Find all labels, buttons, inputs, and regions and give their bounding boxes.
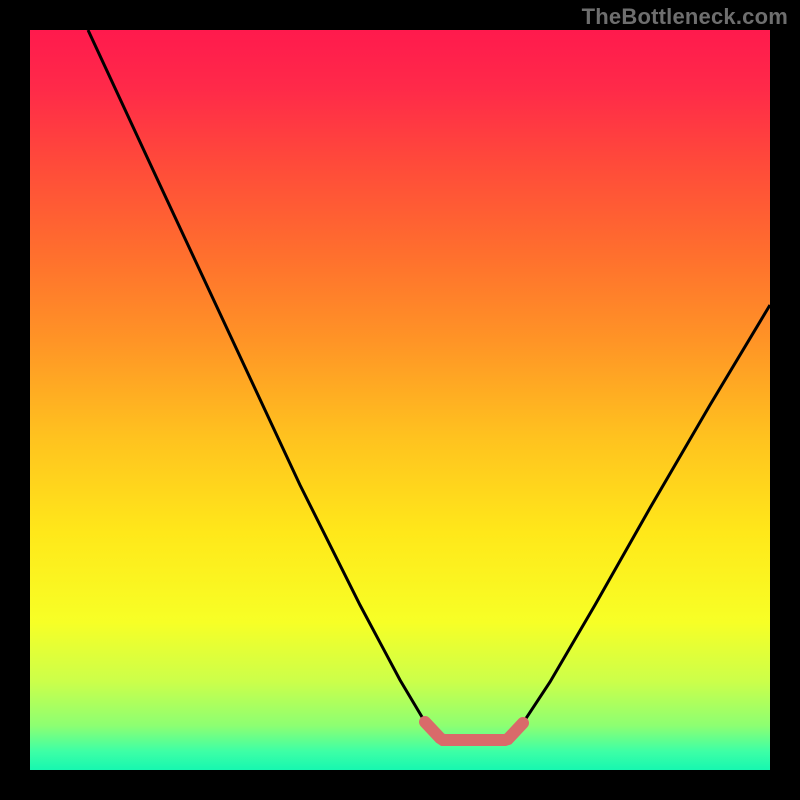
chart-container: TheBottleneck.com [0, 0, 800, 800]
trough-highlight [425, 722, 523, 740]
watermark-text: TheBottleneck.com [582, 4, 788, 30]
plot-area [30, 30, 770, 770]
curve-layer [30, 30, 770, 770]
bottleneck-curve [88, 30, 770, 740]
